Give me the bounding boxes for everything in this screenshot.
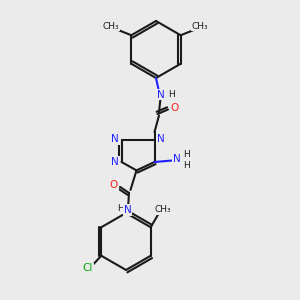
Text: CH₃: CH₃ (154, 205, 171, 214)
Text: N: N (124, 205, 131, 215)
Text: O: O (110, 180, 118, 190)
Text: N: N (157, 89, 164, 100)
Text: Cl: Cl (82, 263, 93, 273)
Text: CH₃: CH₃ (103, 22, 119, 31)
Text: CH₃: CH₃ (191, 22, 208, 31)
Text: N: N (157, 134, 165, 145)
Text: H: H (183, 161, 189, 170)
Text: N: N (111, 134, 119, 145)
Text: H: H (168, 90, 174, 99)
Text: N: N (173, 154, 181, 164)
Text: H: H (183, 150, 189, 159)
Text: O: O (170, 103, 178, 113)
Text: H: H (117, 204, 123, 213)
Text: N: N (111, 157, 119, 167)
